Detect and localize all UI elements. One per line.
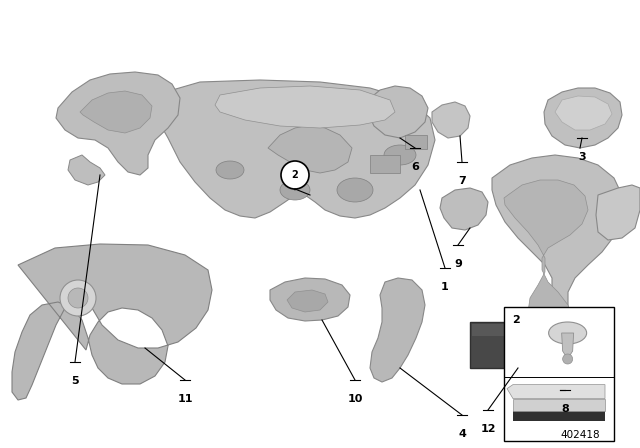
Polygon shape [596, 185, 640, 240]
Ellipse shape [216, 161, 244, 179]
FancyBboxPatch shape [504, 307, 614, 441]
Text: 402418: 402418 [560, 430, 600, 440]
Polygon shape [562, 333, 573, 359]
Text: 9: 9 [454, 259, 462, 269]
Ellipse shape [548, 322, 587, 344]
Text: 6: 6 [411, 162, 419, 172]
Ellipse shape [384, 145, 416, 165]
Text: 12: 12 [480, 424, 496, 434]
Polygon shape [432, 102, 470, 138]
Text: 8: 8 [561, 404, 569, 414]
Polygon shape [287, 290, 328, 312]
Text: 11: 11 [177, 394, 193, 404]
Polygon shape [492, 155, 622, 390]
Polygon shape [504, 180, 588, 340]
Ellipse shape [337, 178, 373, 202]
Polygon shape [68, 155, 105, 185]
Text: 2: 2 [512, 315, 520, 325]
Polygon shape [56, 72, 180, 175]
Bar [370, 155, 400, 173]
Bar [472, 324, 564, 336]
Polygon shape [12, 244, 212, 400]
Bar [513, 411, 605, 421]
Polygon shape [80, 91, 152, 133]
Polygon shape [513, 399, 605, 411]
Polygon shape [368, 86, 428, 138]
Polygon shape [440, 188, 488, 230]
Text: 7: 7 [458, 176, 466, 186]
Polygon shape [555, 96, 612, 130]
Text: 10: 10 [348, 394, 363, 404]
Bar [470, 322, 566, 368]
Polygon shape [370, 278, 425, 382]
Circle shape [281, 161, 309, 189]
Ellipse shape [280, 180, 310, 200]
Bar [405, 135, 427, 149]
Polygon shape [544, 88, 622, 148]
Polygon shape [152, 80, 435, 218]
Polygon shape [268, 125, 352, 173]
Text: 1: 1 [441, 282, 449, 292]
Circle shape [563, 354, 573, 364]
Text: 5: 5 [71, 376, 79, 386]
Text: 2: 2 [292, 170, 298, 180]
Polygon shape [270, 278, 350, 321]
Circle shape [68, 288, 88, 308]
Text: 4: 4 [458, 429, 466, 439]
Polygon shape [215, 86, 395, 128]
Circle shape [60, 280, 96, 316]
Polygon shape [507, 384, 605, 399]
Text: 3: 3 [578, 152, 586, 162]
